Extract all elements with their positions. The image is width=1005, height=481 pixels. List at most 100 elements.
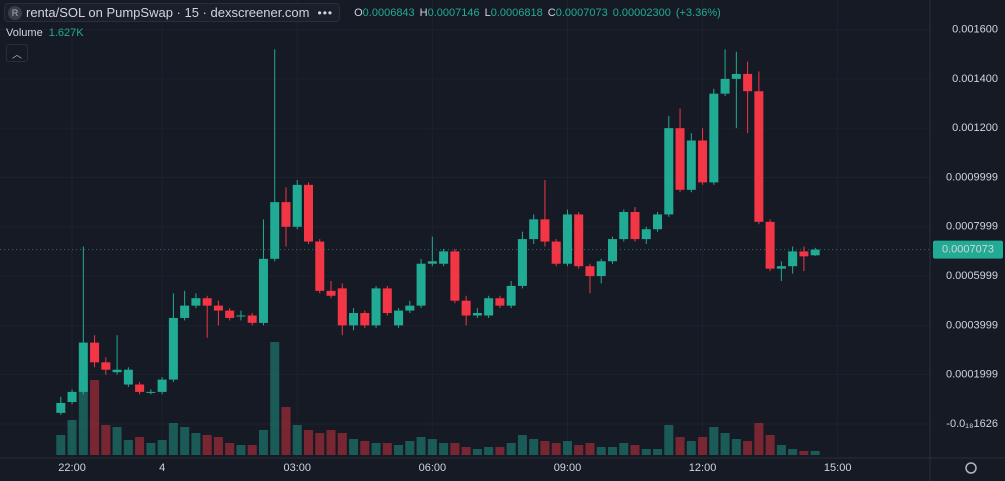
- candle-body: [788, 251, 798, 267]
- y-tick-label: 0.0001999: [946, 369, 998, 381]
- ohlc-prefix: H: [419, 6, 428, 19]
- volume-bar: [675, 437, 685, 455]
- x-tick-label: 09:00: [554, 462, 582, 474]
- volume-bar: [731, 439, 741, 455]
- change-value: 0.00002300: [612, 6, 671, 19]
- volume-bar: [146, 443, 156, 455]
- candle-body: [236, 315, 246, 317]
- candle-body: [607, 239, 617, 262]
- x-tick-label: 15:00: [824, 462, 852, 474]
- candle-body: [461, 300, 471, 316]
- volume-bar: [630, 445, 640, 455]
- volume-bar: [562, 441, 572, 455]
- volume-label: Volume: [6, 27, 43, 39]
- volume-bar: [788, 449, 798, 455]
- candle-body: [78, 342, 88, 392]
- candle-body: [168, 317, 178, 380]
- candle-body: [180, 305, 190, 318]
- y-tick-label: 0.001600: [952, 23, 998, 35]
- candle-body: [67, 391, 77, 403]
- volume-bar: [495, 447, 505, 455]
- candle-body: [754, 91, 764, 222]
- volume-bar: [90, 380, 100, 455]
- ohlc-prefix: O: [354, 6, 363, 19]
- volume-bar: [78, 380, 88, 455]
- candle-body: [123, 369, 133, 385]
- volume-bar: [776, 445, 786, 455]
- candle-body: [776, 266, 786, 269]
- symbol-box[interactable]: R renta/SOL on PumpSwap · 15 · dexscreen…: [4, 3, 341, 22]
- candle-body: [720, 78, 730, 94]
- volume-bar: [191, 433, 201, 455]
- change-percent: (+3.36%): [675, 6, 721, 19]
- volume-bar: [157, 440, 167, 455]
- candle-body: [506, 285, 516, 306]
- volume-bar: [382, 443, 392, 455]
- candle-body: [450, 251, 460, 301]
- settings-icon: [965, 462, 977, 474]
- volume-bar: [484, 447, 494, 455]
- candle-body: [258, 258, 268, 323]
- ohlc-value: 0.0006818: [490, 6, 543, 19]
- ohlc-item: H0.0007146: [420, 7, 480, 19]
- ohlc-value: 0.0006843: [362, 6, 415, 19]
- candle-body: [394, 310, 404, 326]
- candle-body: [517, 239, 527, 286]
- x-tick-label: 06:00: [419, 462, 447, 474]
- volume-bar: [416, 437, 426, 455]
- volume-bar: [303, 430, 314, 455]
- ohlc-item: L0.0006818: [485, 7, 543, 19]
- volume-bar: [427, 439, 437, 455]
- candle-body: [281, 202, 291, 227]
- candle-body: [698, 140, 708, 183]
- ohlc-value: 0.0007073: [555, 6, 608, 19]
- volume-bar: [371, 443, 381, 455]
- candle-body: [664, 128, 674, 215]
- candle-body: [540, 219, 550, 242]
- volume-bar: [574, 445, 584, 455]
- candle-body: [574, 214, 584, 267]
- candle-body: [551, 241, 561, 264]
- volume-bar: [799, 451, 809, 455]
- volume-bar: [236, 445, 246, 455]
- last-price-tag: [933, 240, 1003, 259]
- volume-bar: [529, 439, 539, 455]
- candle-body: [472, 313, 482, 316]
- candle-body: [799, 251, 809, 257]
- collapse-button[interactable]: ︿: [6, 44, 28, 62]
- volume-bar: [135, 437, 145, 455]
- x-tick-label: 4: [159, 462, 165, 474]
- ohlc-prefix: C: [547, 6, 556, 19]
- chart-title: renta/SOL on PumpSwap · 15 · dexscreener…: [26, 5, 310, 20]
- header: R renta/SOL on PumpSwap · 15 · dexscreen…: [4, 3, 721, 22]
- volume-bar: [258, 430, 268, 455]
- candle-body: [765, 221, 775, 269]
- more-button[interactable]: •••: [317, 5, 334, 20]
- candle-body: [135, 384, 145, 392]
- volume-bar: [720, 433, 730, 455]
- candle-body: [416, 263, 426, 306]
- candle-body: [303, 184, 314, 242]
- candle-body: [675, 128, 685, 190]
- volume-bar: [394, 445, 404, 455]
- symbol-icon: R: [8, 5, 22, 20]
- candle-body: [315, 241, 325, 291]
- ohlc-item: O0.0006843: [354, 7, 415, 19]
- volume-value: 1.627K: [48, 27, 84, 39]
- volume-bar: [202, 435, 212, 455]
- ohlc-prefix: L: [484, 6, 491, 19]
- candle-body: [213, 305, 223, 311]
- candle-body: [292, 184, 302, 227]
- candle-body: [382, 288, 392, 314]
- candle-body: [529, 219, 539, 240]
- volume-bar: [168, 423, 178, 455]
- volume-bar: [123, 440, 133, 455]
- candle-body: [653, 214, 663, 230]
- volume-bar: [180, 427, 190, 455]
- volume-bar: [506, 443, 516, 455]
- candle-body: [191, 298, 201, 306]
- volume-bar: [551, 443, 561, 455]
- y-tick-label: 0.0007999: [946, 221, 998, 233]
- candle-body: [641, 229, 651, 240]
